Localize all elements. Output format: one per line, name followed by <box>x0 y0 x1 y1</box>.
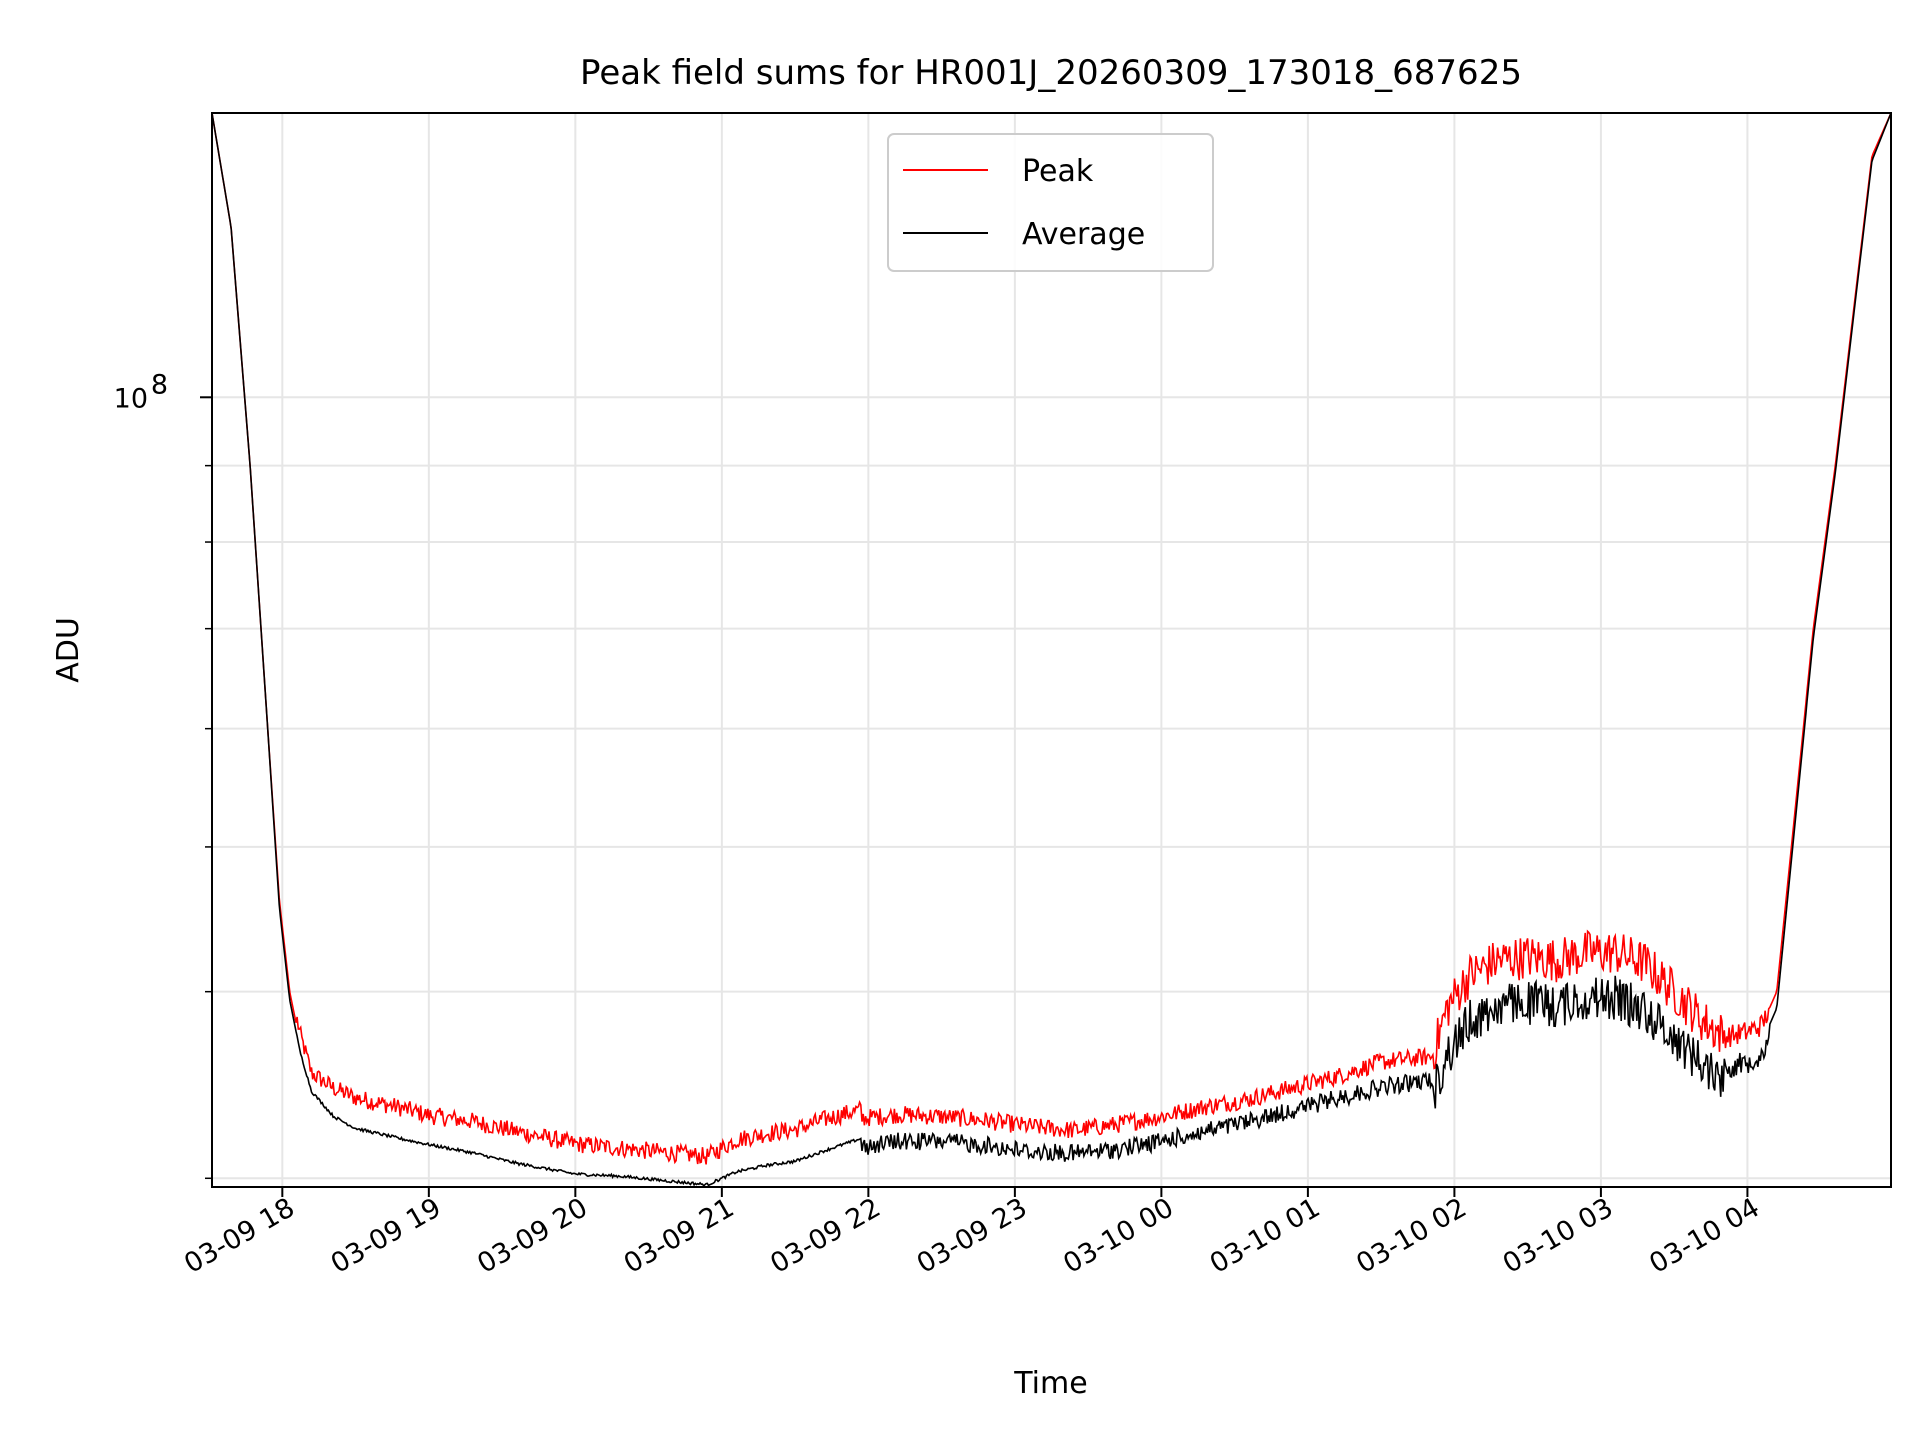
legend: Peak Average <box>887 133 1214 272</box>
legend-box <box>887 133 1214 272</box>
plot-frame <box>211 112 1892 1188</box>
series-layer <box>212 113 1891 1187</box>
y-axis-label: ADU <box>51 617 86 683</box>
grid <box>212 113 1891 1187</box>
series-line-peak <box>212 113 1891 1165</box>
legend-label-peak: Peak <box>1022 154 1094 189</box>
y-tick-label-base: 10 <box>114 383 148 414</box>
y-tick-label-exponent: 8 <box>151 369 168 400</box>
series-line-average <box>212 113 1891 1187</box>
x-axis-label: Time <box>1013 1366 1087 1401</box>
chart-title: Peak field sums for HR001J_20260309_1730… <box>580 53 1522 93</box>
legend-label-average: Average <box>1022 217 1145 252</box>
